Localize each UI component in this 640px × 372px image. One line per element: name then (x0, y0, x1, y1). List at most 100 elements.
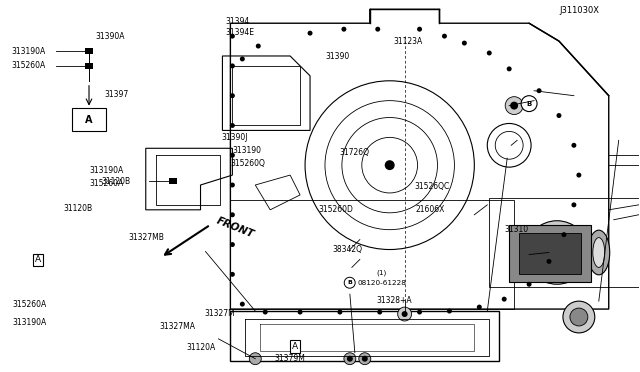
Circle shape (377, 310, 382, 315)
Circle shape (510, 102, 518, 110)
Text: 31394: 31394 (226, 17, 250, 26)
Text: 31328+A: 31328+A (376, 296, 412, 305)
Circle shape (502, 296, 507, 302)
Circle shape (230, 153, 235, 158)
Circle shape (298, 310, 303, 315)
Circle shape (230, 33, 235, 39)
Bar (489, 198, 639, 287)
Circle shape (462, 41, 467, 45)
Text: 31120B: 31120B (64, 203, 93, 213)
Circle shape (359, 353, 371, 365)
Text: FRONT: FRONT (216, 216, 256, 240)
Circle shape (577, 173, 581, 177)
Bar (169, 178, 177, 184)
Text: 31390J: 31390J (222, 133, 248, 142)
Text: 31123A: 31123A (394, 37, 422, 46)
Circle shape (230, 63, 235, 68)
Text: 31310: 31310 (505, 225, 529, 234)
Bar (230, 200, 514, 309)
Circle shape (397, 307, 412, 321)
Text: 31397: 31397 (104, 90, 129, 99)
Text: J311030X: J311030X (559, 6, 599, 15)
Bar (85, 63, 93, 69)
Circle shape (375, 27, 380, 32)
Circle shape (561, 232, 566, 237)
Text: 31327MB: 31327MB (129, 233, 164, 242)
Circle shape (230, 242, 235, 247)
Circle shape (230, 93, 235, 98)
Ellipse shape (593, 238, 605, 267)
Circle shape (256, 44, 260, 48)
Circle shape (385, 160, 395, 170)
Text: 31390A: 31390A (96, 32, 125, 41)
Circle shape (230, 123, 235, 128)
Text: 315260A: 315260A (90, 179, 124, 187)
Circle shape (507, 66, 511, 71)
Text: 31394E: 31394E (226, 28, 255, 36)
Text: 315260Q: 315260Q (231, 159, 266, 169)
Text: 31726Q: 31726Q (339, 148, 369, 157)
Circle shape (402, 311, 408, 317)
Circle shape (250, 353, 261, 365)
Circle shape (344, 353, 356, 365)
Text: 38342Q: 38342Q (333, 245, 363, 254)
Text: (1): (1) (376, 270, 387, 276)
Circle shape (536, 88, 541, 93)
Text: 31327MA: 31327MA (159, 322, 195, 331)
Text: 315260A: 315260A (13, 300, 47, 309)
Circle shape (230, 272, 235, 277)
Text: 313190A: 313190A (13, 318, 47, 327)
Circle shape (487, 51, 492, 55)
Text: A: A (85, 115, 93, 125)
Circle shape (337, 310, 342, 315)
Text: 313190: 313190 (232, 147, 261, 155)
Circle shape (263, 310, 268, 315)
Text: 31390: 31390 (325, 52, 349, 61)
Circle shape (570, 308, 588, 326)
Circle shape (477, 305, 482, 310)
Circle shape (547, 243, 567, 262)
Circle shape (341, 27, 346, 32)
Text: 315260A: 315260A (12, 61, 45, 70)
Circle shape (525, 221, 589, 284)
Circle shape (240, 302, 245, 307)
Circle shape (521, 96, 537, 112)
Circle shape (230, 212, 235, 217)
Text: 31327M: 31327M (204, 309, 235, 318)
Circle shape (572, 202, 577, 207)
Bar (509, 225, 591, 282)
Text: 08120-61228: 08120-61228 (358, 280, 406, 286)
Text: B: B (527, 100, 532, 107)
Circle shape (505, 97, 523, 115)
Circle shape (442, 33, 447, 39)
FancyBboxPatch shape (72, 108, 106, 131)
Text: 31120A: 31120A (186, 343, 216, 352)
Text: 21606X: 21606X (415, 205, 445, 215)
Circle shape (240, 57, 245, 61)
Circle shape (344, 277, 355, 288)
Circle shape (347, 356, 353, 362)
Circle shape (556, 113, 561, 118)
Circle shape (230, 183, 235, 187)
Ellipse shape (588, 230, 610, 275)
Text: A: A (35, 255, 42, 264)
Text: 315260D: 315260D (319, 205, 354, 215)
Text: 31526QC: 31526QC (414, 182, 449, 191)
Circle shape (417, 27, 422, 32)
Circle shape (563, 301, 595, 333)
Bar (519, 232, 581, 274)
Circle shape (308, 31, 312, 36)
Circle shape (417, 310, 422, 315)
Text: B: B (348, 280, 352, 285)
Circle shape (537, 232, 577, 272)
Circle shape (547, 259, 552, 264)
Text: 313190A: 313190A (90, 166, 124, 175)
Circle shape (447, 309, 452, 314)
Circle shape (527, 282, 532, 287)
Text: A: A (292, 342, 298, 351)
Bar (85, 48, 93, 54)
Circle shape (362, 356, 368, 362)
Text: 31120B: 31120B (101, 177, 130, 186)
Text: 313190A: 313190A (12, 46, 45, 55)
Text: 31379M: 31379M (274, 354, 305, 363)
